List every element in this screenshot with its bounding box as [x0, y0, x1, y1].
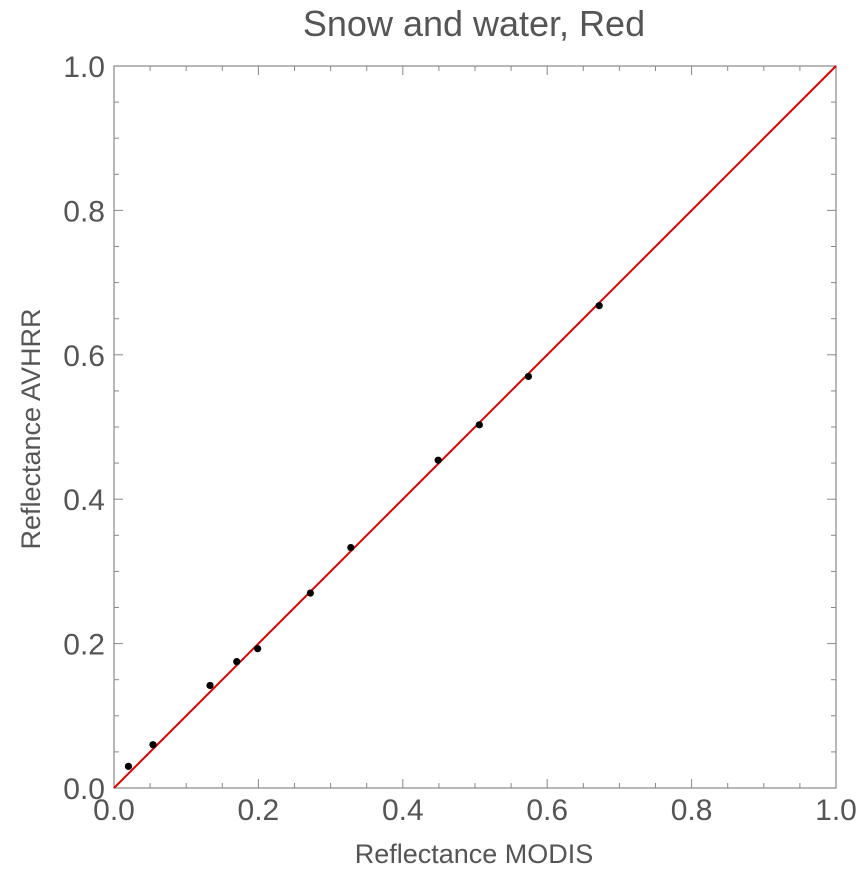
- tick-labels: 0.0 0.2 0.4 0.6 0.8 1.0 0.0 0.2 0.4 0.6 0.8 1.0: [63, 51, 857, 827]
- x-tick-label: 0.4: [382, 794, 424, 827]
- x-tick-label: 0.2: [238, 794, 280, 827]
- data-point: [233, 658, 241, 666]
- data-point: [475, 421, 483, 429]
- y-tick-label: 0.4: [63, 484, 105, 517]
- y-tick-label: 0.6: [63, 340, 105, 373]
- data-point: [206, 681, 214, 690]
- chart-title: Snow and water, Red: [303, 3, 645, 44]
- data-point: [149, 741, 157, 749]
- y-tick-label: 0.0: [63, 773, 105, 806]
- x-tick-label: 0.0: [93, 794, 135, 827]
- data-point: [124, 762, 133, 770]
- data-point: [434, 456, 442, 464]
- data-point: [595, 302, 603, 310]
- y-tick-label: 0.2: [63, 629, 105, 662]
- data-point: [347, 543, 355, 552]
- axis-ticks: [113, 65, 837, 789]
- data-point: [254, 645, 262, 653]
- data-point: [524, 372, 533, 381]
- data-marks: [113, 65, 837, 789]
- fit-line: [113, 65, 837, 789]
- x-tick-label: 1.0: [815, 794, 857, 827]
- data-point: [306, 589, 314, 597]
- x-tick-label: 0.8: [671, 794, 713, 827]
- x-tick-label: 0.6: [526, 794, 568, 827]
- x-axis-label: Reflectance MODIS: [355, 839, 594, 869]
- y-tick-label: 0.8: [63, 195, 105, 228]
- y-axis-label: Reflectance AVHRR: [16, 308, 46, 549]
- y-tick-label: 1.0: [63, 51, 105, 84]
